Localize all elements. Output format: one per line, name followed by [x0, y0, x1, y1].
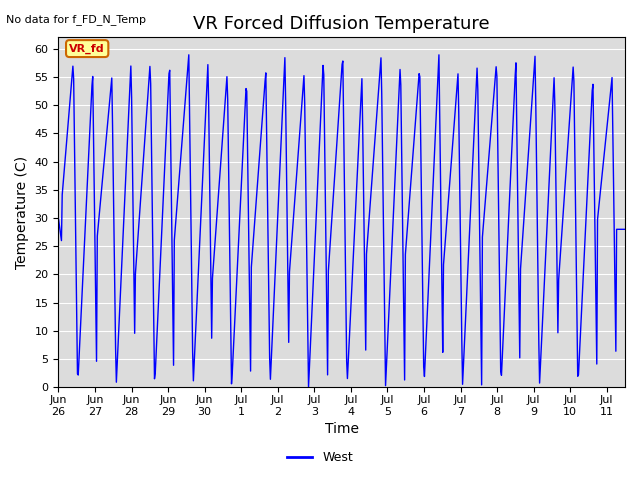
Legend: West: West [282, 446, 358, 469]
Title: VR Forced Diffusion Temperature: VR Forced Diffusion Temperature [193, 15, 490, 33]
Text: No data for f_FD_N_Temp: No data for f_FD_N_Temp [6, 14, 147, 25]
Y-axis label: Temperature (C): Temperature (C) [15, 156, 29, 269]
Text: VR_fd: VR_fd [69, 44, 105, 54]
X-axis label: Time: Time [324, 422, 358, 436]
